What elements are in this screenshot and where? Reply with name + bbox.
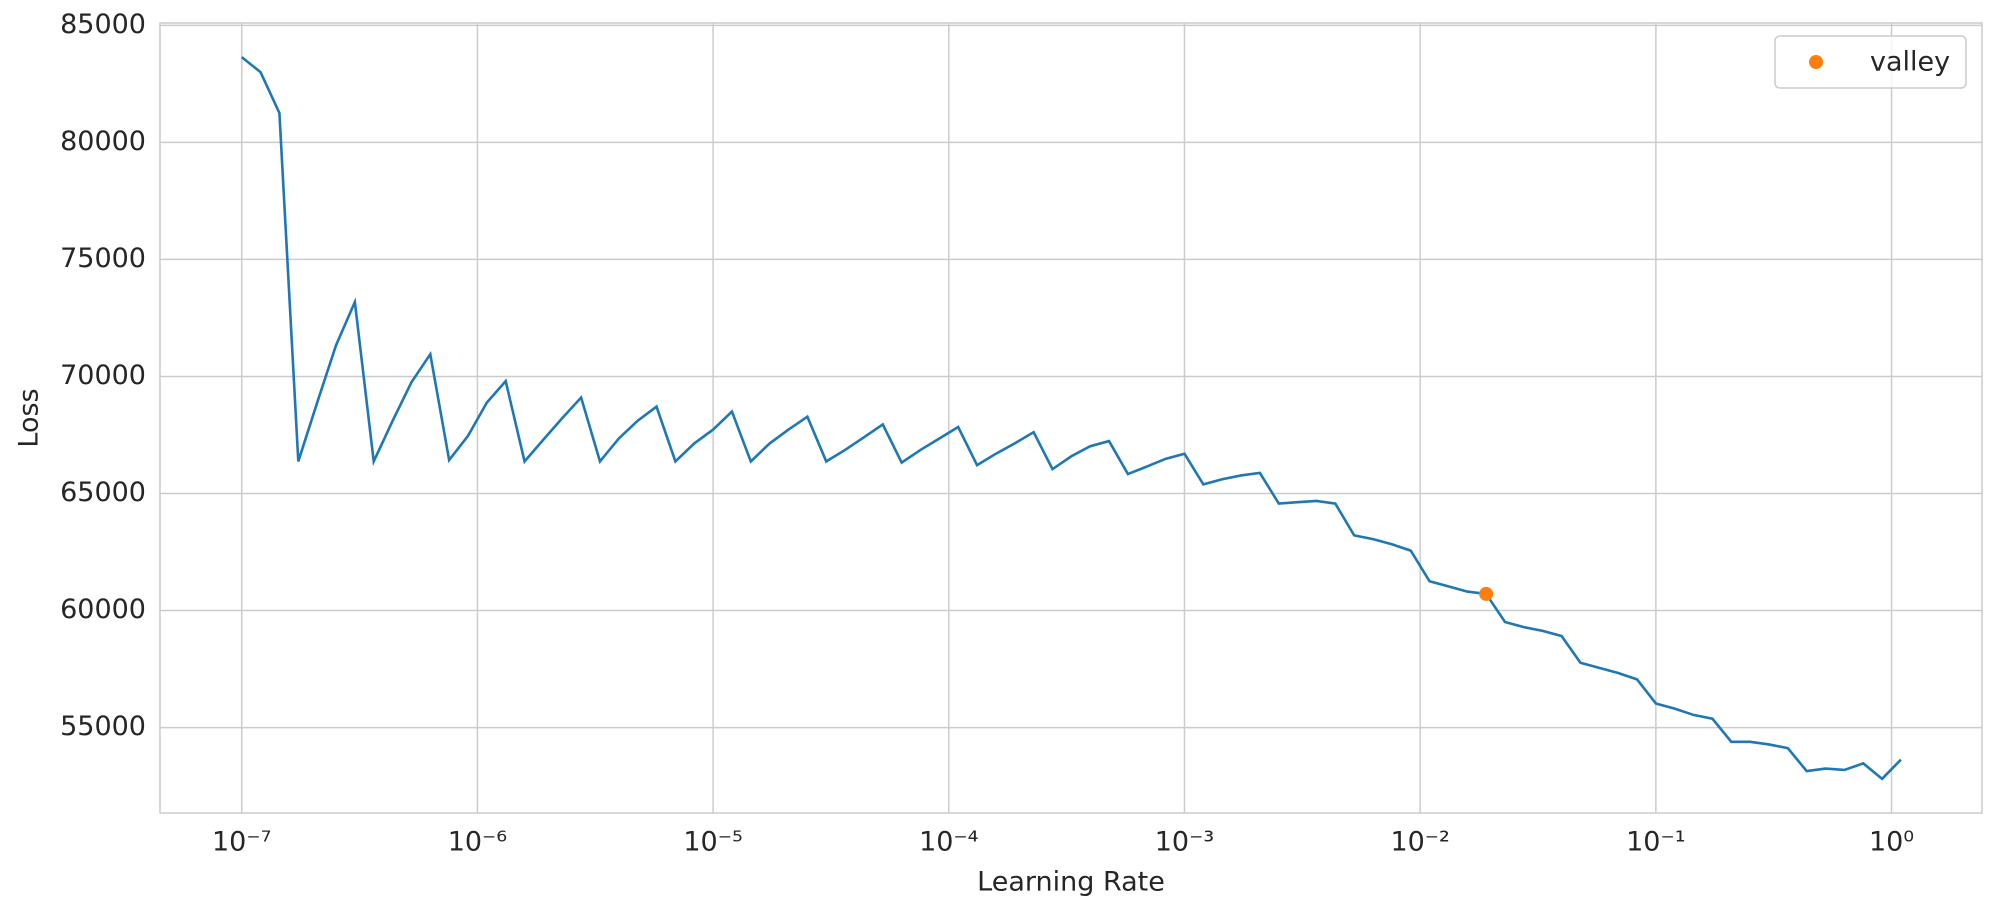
y-tick-label: 55000 (60, 711, 146, 742)
x-tick-label: 10⁻⁷ (212, 827, 271, 858)
y-axis-label: Loss (14, 388, 45, 447)
x-tick-label: 10⁻⁵ (683, 827, 742, 858)
x-tick-label: 10⁻³ (1155, 827, 1214, 858)
x-tick-label: 10⁰ (1869, 827, 1914, 858)
y-tick-label: 75000 (60, 243, 146, 274)
x-tick-label: 10⁻⁴ (919, 827, 978, 858)
y-tick-label: 70000 (60, 360, 146, 391)
y-tick-label: 80000 (60, 126, 146, 157)
y-tick-label: 85000 (60, 9, 146, 40)
x-tick-label: 10⁻⁶ (448, 827, 507, 858)
y-tick-label: 65000 (60, 477, 146, 508)
x-tick-label: 10⁻² (1390, 827, 1449, 858)
loss-line (240, 56, 1902, 781)
x-tick-label: 10⁻¹ (1626, 827, 1685, 858)
x-axis-label: Learning Rate (977, 867, 1165, 898)
y-tick-label: 60000 (60, 594, 146, 625)
legend-marker (1809, 55, 1823, 69)
valley-point (1479, 586, 1494, 601)
legend-box (1774, 35, 1967, 89)
plot-frame (159, 22, 1983, 814)
legend-label: valley (1870, 47, 1950, 78)
